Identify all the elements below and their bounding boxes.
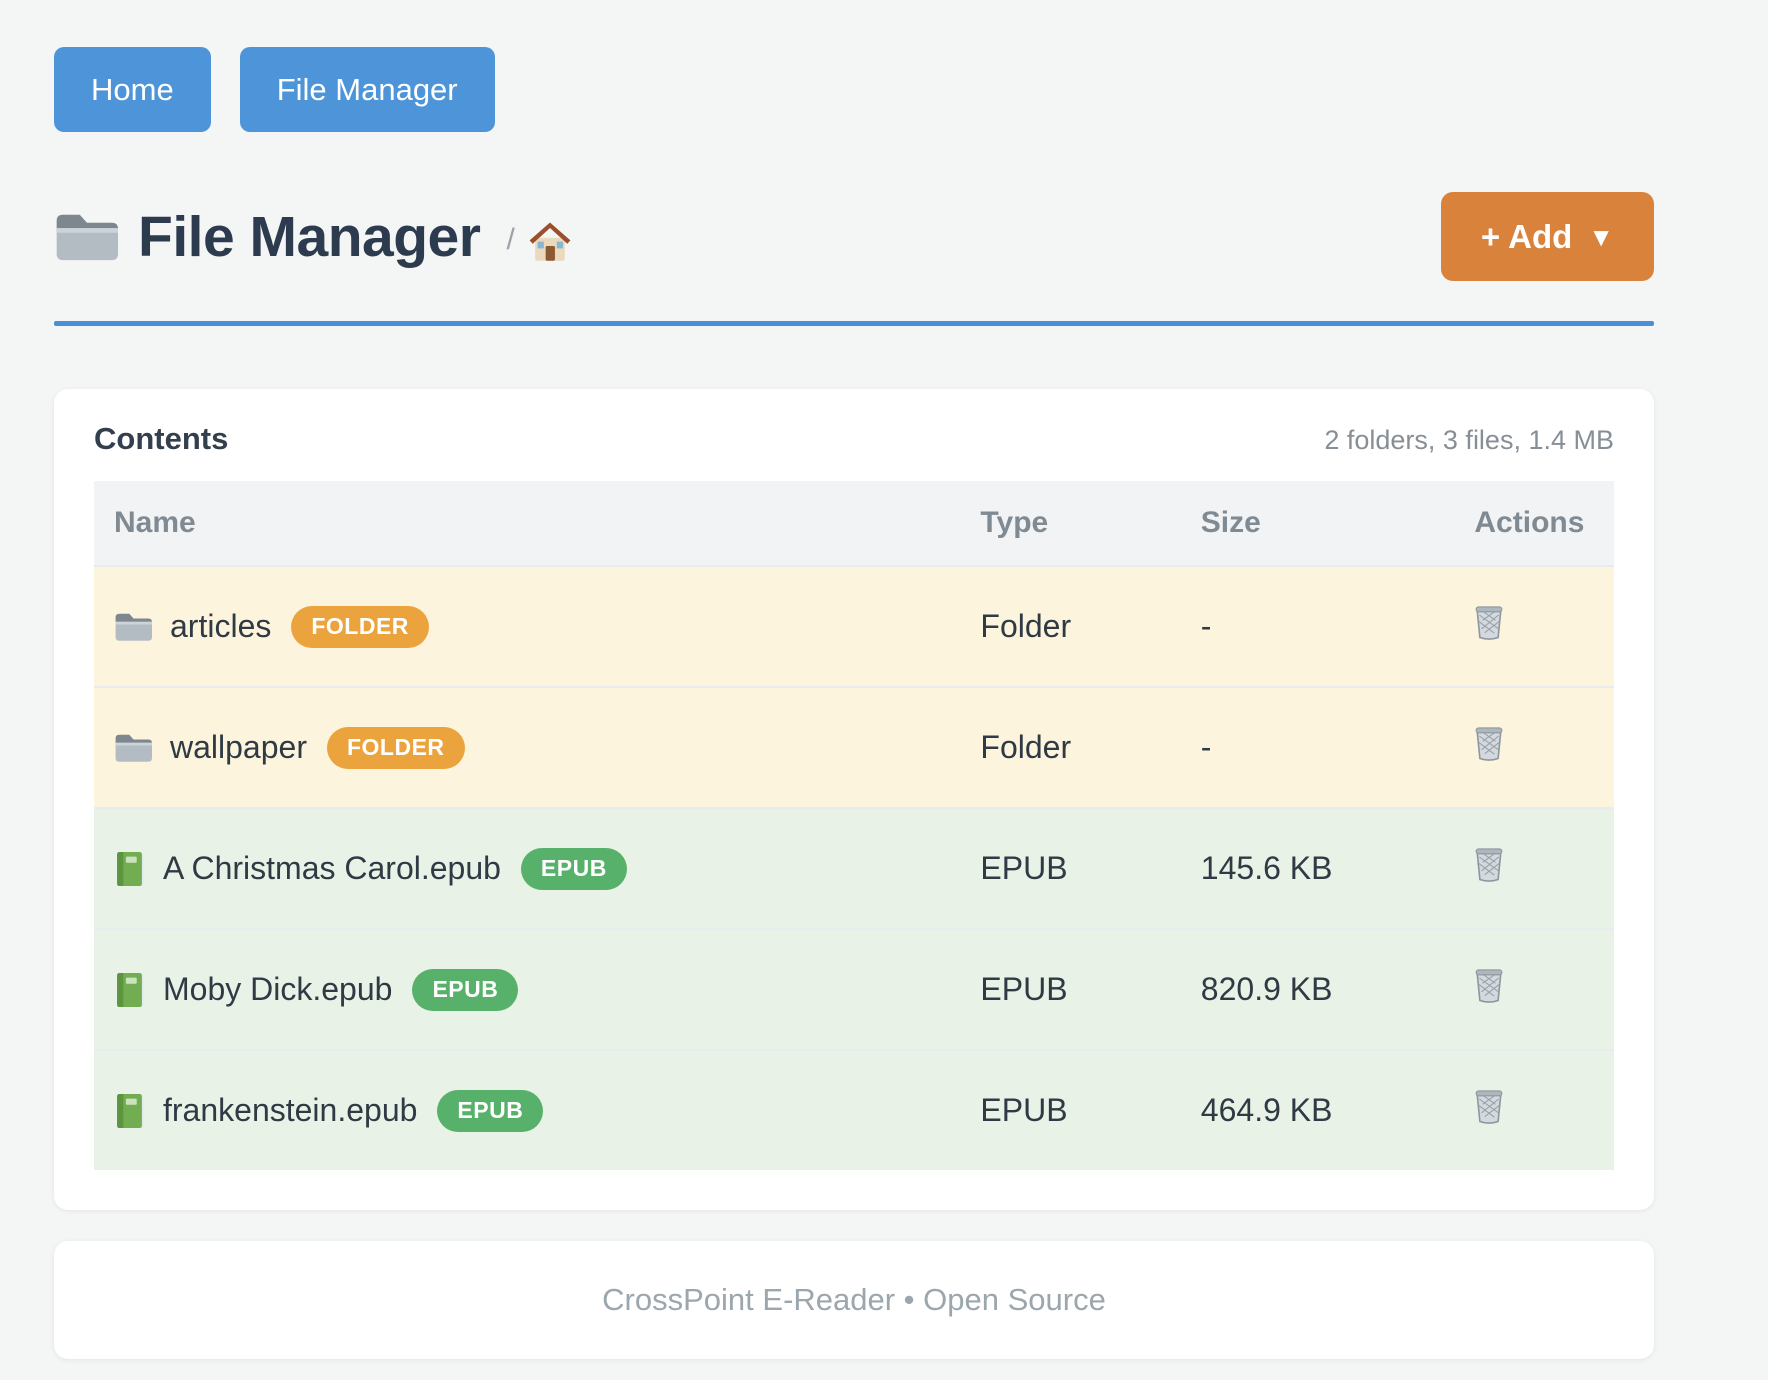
- contents-card: Contents 2 folders, 3 files, 1.4 MB Name…: [54, 389, 1654, 1210]
- title-divider: [54, 321, 1654, 326]
- page-title: File Manager: [138, 204, 481, 269]
- type-badge: EPUB: [412, 968, 519, 1011]
- trash-icon: [1474, 967, 1504, 1004]
- book-icon: [114, 971, 145, 1009]
- nav-home-button[interactable]: Home: [54, 47, 211, 132]
- type-cell: EPUB: [960, 1049, 1181, 1170]
- type-badge: FOLDER: [291, 605, 429, 648]
- trash-icon: [1474, 1088, 1504, 1125]
- footer-text: CrossPoint E-Reader • Open Source: [602, 1282, 1106, 1317]
- table-row[interactable]: articles FOLDER Folder -: [94, 565, 1614, 687]
- type-cell: Folder: [960, 565, 1181, 687]
- title-bar: File Manager / + Add ▼: [54, 192, 1654, 281]
- breadcrumb-separator: /: [506, 222, 515, 256]
- delete-button[interactable]: [1474, 725, 1504, 762]
- type-cell: EPUB: [960, 807, 1181, 929]
- type-badge: FOLDER: [326, 726, 465, 769]
- trash-icon: [1474, 725, 1504, 762]
- top-nav: Home File Manager: [54, 47, 1654, 132]
- column-header-type: Type: [960, 481, 1181, 566]
- column-header-actions: Actions: [1454, 481, 1614, 566]
- size-cell: -: [1180, 686, 1455, 808]
- contents-heading: Contents: [94, 421, 229, 456]
- book-icon: [114, 850, 145, 888]
- folder-icon: [114, 732, 152, 764]
- add-button[interactable]: + Add ▼: [1440, 192, 1654, 281]
- file-name[interactable]: A Christmas Carol.epub: [163, 850, 501, 886]
- size-cell: 820.9 KB: [1180, 928, 1455, 1050]
- page-container: Home File Manager File Manager /: [54, 0, 1654, 1359]
- table-header-row: Name Type Size Actions: [94, 481, 1614, 566]
- column-header-size: Size: [1180, 481, 1455, 566]
- table-row[interactable]: Moby Dick.epub EPUB EPUB 820.9 KB: [94, 928, 1614, 1050]
- size-cell: 145.6 KB: [1180, 807, 1455, 929]
- type-cell: EPUB: [960, 928, 1181, 1050]
- table-row[interactable]: wallpaper FOLDER Folder -: [94, 686, 1614, 808]
- caret-down-icon: ▼: [1588, 221, 1614, 252]
- delete-button[interactable]: [1474, 967, 1504, 1004]
- type-badge: EPUB: [437, 1089, 544, 1132]
- file-name[interactable]: frankenstein.epub: [163, 1092, 418, 1128]
- delete-button[interactable]: [1474, 604, 1504, 641]
- size-cell: 464.9 KB: [1180, 1049, 1455, 1170]
- contents-summary: 2 folders, 3 files, 1.4 MB: [1324, 425, 1614, 455]
- size-cell: -: [1180, 565, 1455, 687]
- table-row[interactable]: frankenstein.epub EPUB EPUB 464.9 KB: [94, 1049, 1614, 1170]
- footer-card: CrossPoint E-Reader • Open Source: [54, 1241, 1654, 1359]
- trash-icon: [1474, 846, 1504, 883]
- file-name[interactable]: wallpaper: [170, 729, 307, 765]
- add-button-label: + Add: [1480, 218, 1573, 255]
- nav-file-manager-button[interactable]: File Manager: [239, 47, 495, 132]
- file-name[interactable]: articles: [170, 608, 272, 644]
- trash-icon: [1474, 604, 1504, 641]
- folder-icon: [114, 611, 152, 643]
- type-cell: Folder: [960, 686, 1181, 808]
- delete-button[interactable]: [1474, 1088, 1504, 1125]
- type-badge: EPUB: [520, 847, 627, 890]
- table-row[interactable]: A Christmas Carol.epub EPUB EPUB 145.6 K…: [94, 807, 1614, 929]
- file-name[interactable]: Moby Dick.epub: [163, 971, 393, 1007]
- contents-table: Name Type Size Actions articles: [94, 481, 1614, 1170]
- home-icon[interactable]: [529, 221, 571, 261]
- book-icon: [114, 1092, 145, 1130]
- folder-title-icon: [54, 210, 118, 264]
- contents-table-body: articles FOLDER Folder -: [94, 565, 1614, 1170]
- column-header-name: Name: [94, 481, 961, 566]
- delete-button[interactable]: [1474, 846, 1504, 883]
